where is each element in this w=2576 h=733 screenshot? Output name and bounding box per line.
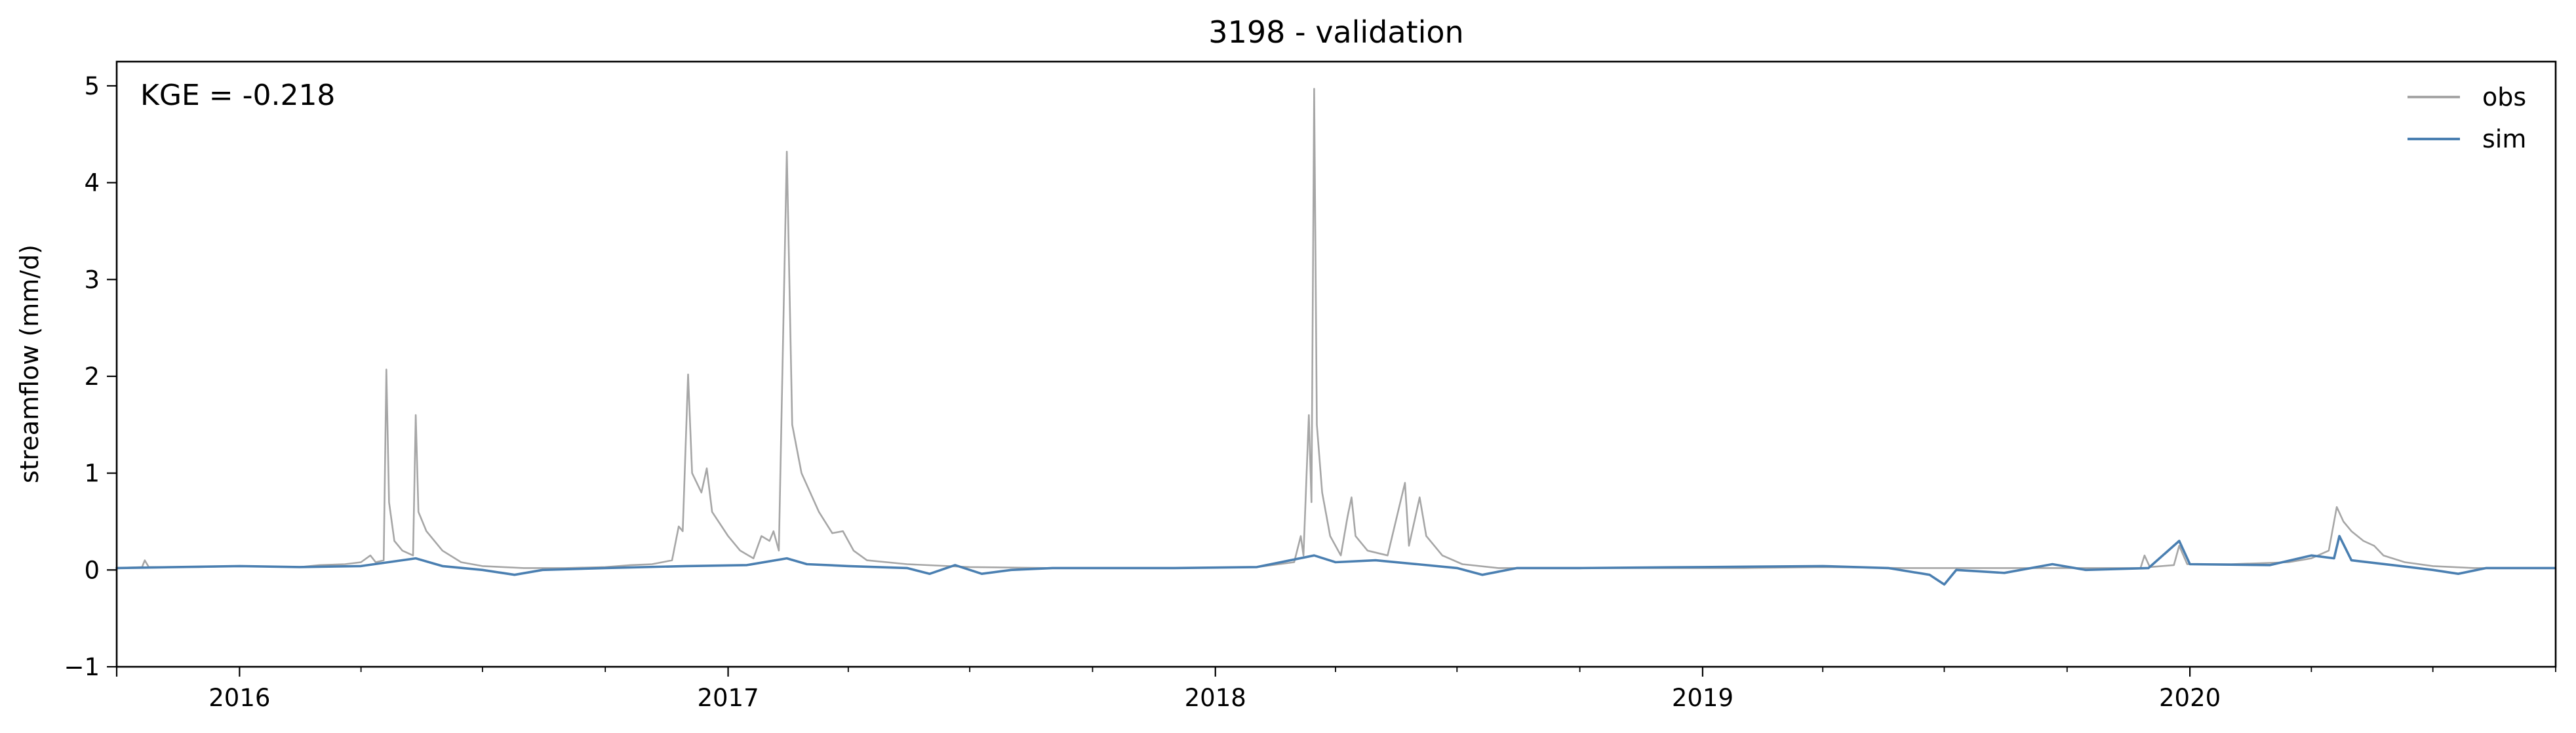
x-tick-label: 2018 <box>1185 684 1246 712</box>
legend-label-obs: obs <box>2482 83 2526 111</box>
x-axis: 2016 2017 2018 2019 2020 <box>115 667 2556 712</box>
legend: obs sim <box>2408 83 2526 153</box>
plot-frame <box>115 60 2557 668</box>
x-tick-label: 2019 <box>1672 684 1734 712</box>
series-line-obs <box>115 88 2556 569</box>
y-tick-label: 4 <box>84 169 100 197</box>
series-layer <box>115 88 2556 586</box>
y-tick-label: 0 <box>84 556 100 584</box>
legend-label-sim: sim <box>2482 125 2526 153</box>
y-tick-label: 5 <box>84 72 100 100</box>
y-axis-label: streamflow (mm/d) <box>15 245 44 483</box>
series-line-sim <box>115 534 2556 586</box>
y-tick-label: −1 <box>64 653 100 681</box>
y-tick-label: 1 <box>84 460 100 488</box>
x-tick-label: 2020 <box>2159 684 2221 712</box>
chart-title: 3198 - validation <box>1208 14 1463 50</box>
y-tick-label: 3 <box>84 266 100 294</box>
y-axis: −1 0 1 2 3 4 5 <box>64 72 117 681</box>
x-tick-label: 2017 <box>697 684 759 712</box>
kge-annotation: KGE = -0.218 <box>140 79 335 112</box>
y-tick-label: 2 <box>84 363 100 391</box>
x-tick-label: 2016 <box>208 684 270 712</box>
